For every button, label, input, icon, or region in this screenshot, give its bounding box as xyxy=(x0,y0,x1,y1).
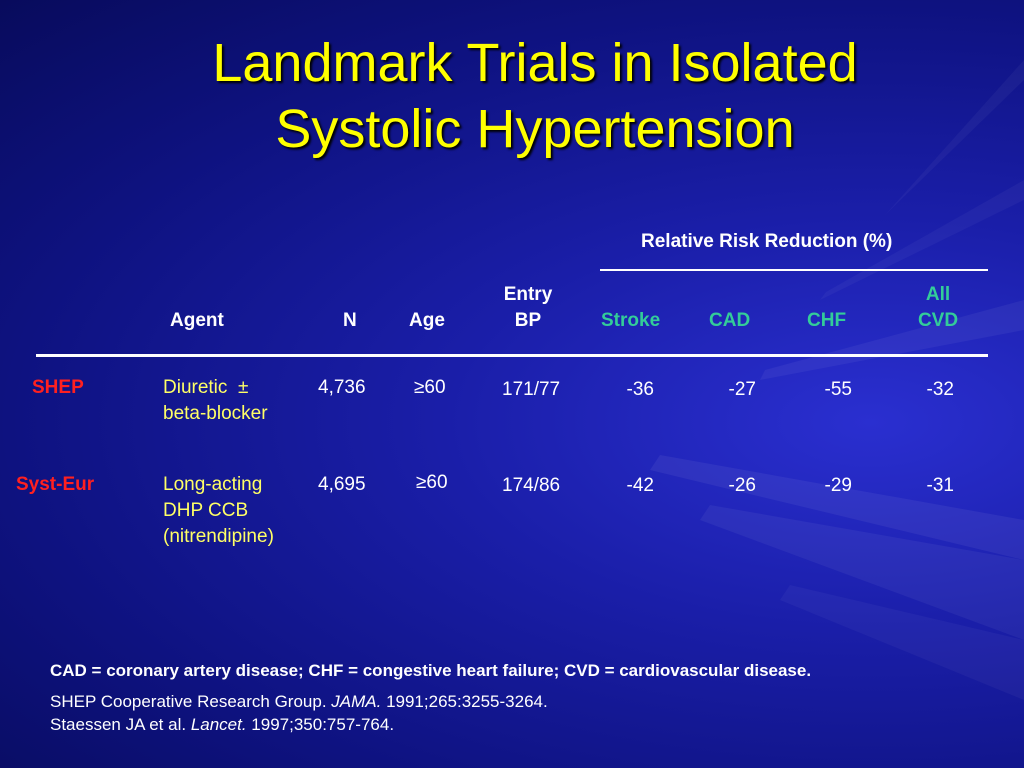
journal-name: JAMA. xyxy=(331,692,382,711)
header-all-cvd-line-2: CVD xyxy=(917,310,959,331)
agent-cell: Long-acting DHP CCB (nitrendipine) xyxy=(163,472,274,550)
header-rule xyxy=(36,354,988,357)
chf-cell: -29 xyxy=(824,475,852,496)
rrr-group-header: Relative Risk Reduction (%) xyxy=(641,231,893,252)
agent-line: DHP CCB xyxy=(163,500,249,521)
reference-shep: SHEP Cooperative Research Group. JAMA. 1… xyxy=(50,691,548,713)
journal-name: Lancet. xyxy=(190,715,247,734)
header-chf: CHF xyxy=(807,310,847,331)
all-cvd-cell: -32 xyxy=(926,379,954,400)
stroke-cell: -42 xyxy=(626,475,654,496)
entry-bp-cell: 174/86 xyxy=(502,475,561,496)
reference-text: Staessen JA et al. xyxy=(50,715,191,734)
entry-bp-cell: 171/77 xyxy=(502,379,561,400)
group-header-rule xyxy=(600,269,988,271)
title-line-2: Systolic Hypertension xyxy=(275,99,795,159)
chf-cell: -55 xyxy=(824,379,852,400)
agent-line: (nitrendipine) xyxy=(163,526,274,547)
all-cvd-cell: -31 xyxy=(926,475,954,496)
header-entry-bp-line-2: BP xyxy=(514,310,542,331)
cad-cell: -26 xyxy=(728,475,756,496)
header-stroke: Stroke xyxy=(601,310,661,331)
agent-line: Diuretic ± xyxy=(163,377,249,398)
cad-cell: -27 xyxy=(728,379,756,400)
header-all-cvd-line-1: All xyxy=(925,284,951,305)
header-entry-bp: Entry BP xyxy=(490,282,566,334)
slide-title: Landmark Trials in Isolated Systolic Hyp… xyxy=(0,30,1024,162)
header-cad: CAD xyxy=(709,310,751,331)
header-age: Age xyxy=(409,310,445,331)
agent-cell: Diuretic ± beta-blocker xyxy=(163,375,268,427)
reference-text: SHEP Cooperative Research Group. xyxy=(50,692,332,711)
title-line-1: Landmark Trials in Isolated xyxy=(212,33,858,93)
reference-citation: 1997;350:757-764. xyxy=(246,715,395,734)
reference-syst-eur: Staessen JA et al. Lancet. 1997;350:757-… xyxy=(50,714,394,736)
header-agent: Agent xyxy=(170,310,224,331)
n-cell: 4,736 xyxy=(318,377,366,398)
header-entry-bp-line-1: Entry xyxy=(503,284,553,305)
agent-line: beta-blocker xyxy=(163,403,268,424)
age-cell: ≥60 xyxy=(416,472,448,493)
n-cell: 4,695 xyxy=(318,474,366,495)
trial-name-shep: SHEP xyxy=(32,377,84,398)
header-n: N xyxy=(343,310,357,331)
stroke-cell: -36 xyxy=(626,379,654,400)
reference-citation: 1991;265:3255-3264. xyxy=(381,692,548,711)
age-cell: ≥60 xyxy=(414,377,446,398)
abbreviations-footnote: CAD = coronary artery disease; CHF = con… xyxy=(50,661,812,680)
agent-line: Long-acting xyxy=(163,474,263,495)
trial-name-syst-eur: Syst-Eur xyxy=(16,474,95,495)
header-all-cvd: All CVD xyxy=(910,282,966,334)
